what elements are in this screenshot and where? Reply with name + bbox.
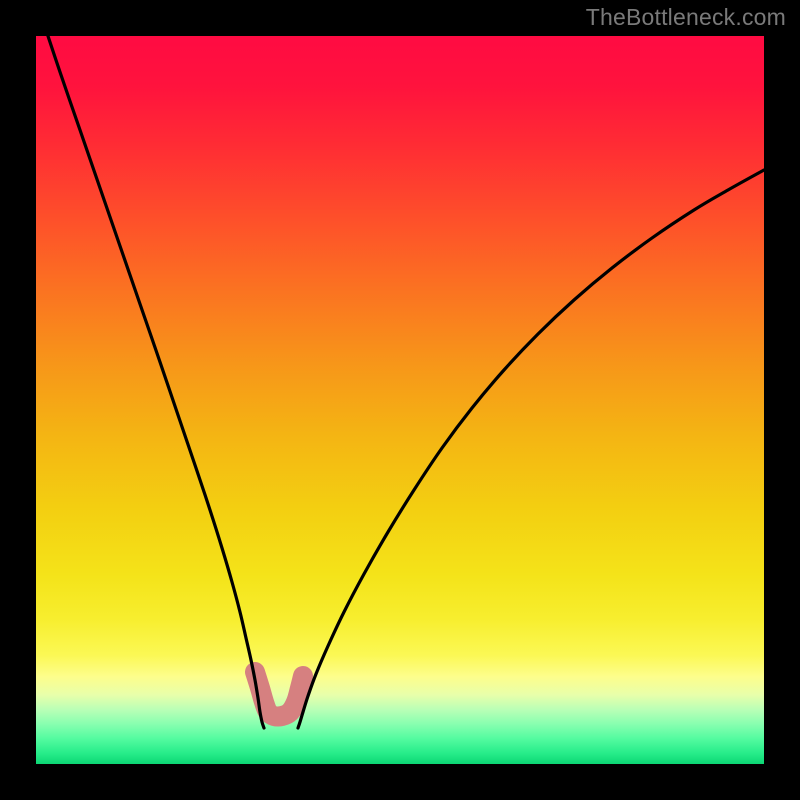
watermark-text: TheBottleneck.com xyxy=(586,4,786,31)
plot-area xyxy=(36,36,764,764)
left-curve xyxy=(42,18,264,728)
right-curve xyxy=(298,170,764,728)
worm-marker xyxy=(255,672,303,717)
curves-overlay xyxy=(36,36,764,764)
